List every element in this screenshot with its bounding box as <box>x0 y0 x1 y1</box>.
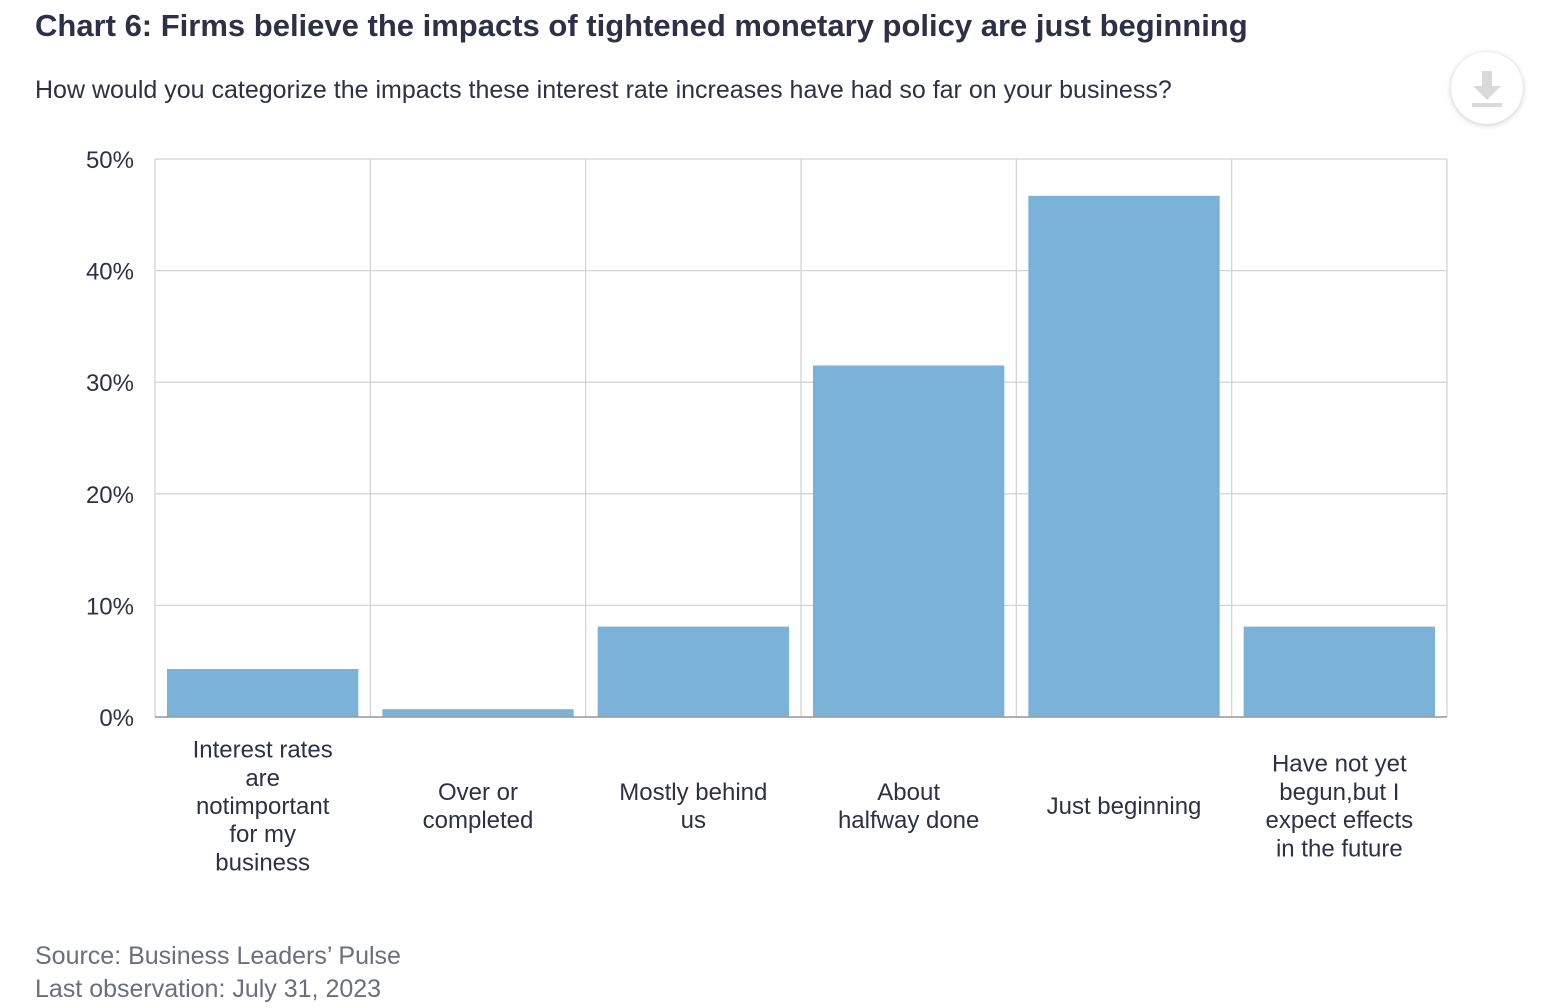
x-tick-label-line: halfway done <box>838 807 979 834</box>
chart-subtitle: How would you categorize the impacts the… <box>35 76 1172 104</box>
download-button[interactable] <box>1451 52 1523 124</box>
x-tick-label: Over or completed <box>423 779 534 834</box>
y-tick-label: 10% <box>86 593 134 620</box>
last-observation-note: Last observation: July 31, 2023 <box>35 975 382 1003</box>
y-tick-label: 50% <box>86 147 134 174</box>
x-tick-label-line: Over or <box>438 779 518 806</box>
x-tick-label-line: Just beginning <box>1047 793 1202 820</box>
x-tick-label: About halfway done <box>838 779 979 834</box>
x-tick-label-line: are <box>245 765 280 792</box>
bar-3 <box>813 365 1005 717</box>
x-tick-label-line: us <box>681 807 706 834</box>
x-tick-label-line: notimportant <box>196 793 330 820</box>
bar-4 <box>1028 195 1220 717</box>
y-tick-label: 20% <box>86 482 134 509</box>
chart-title: Chart 6: Firms believe the impacts of ti… <box>35 8 1248 43</box>
x-tick-label: Mostly behind us <box>619 779 767 834</box>
x-tick-label-line: completed <box>423 807 534 834</box>
x-tick-label-line: begun,but I <box>1279 779 1399 806</box>
x-tick-label: Just beginning <box>1047 793 1202 820</box>
x-tick-label-line: Interest rates <box>193 737 333 764</box>
y-tick-label: 30% <box>86 370 134 397</box>
download-icon <box>1472 71 1502 107</box>
x-tick-label-line: for my <box>229 821 296 848</box>
x-tick-label-line: About <box>877 779 940 806</box>
x-tick-label: Interest rates are notimportant for my busin… <box>193 737 333 877</box>
y-tick-label: 40% <box>86 259 134 286</box>
bar-2 <box>597 626 789 717</box>
x-tick-label-line: expect effects <box>1266 807 1414 834</box>
x-tick-label-line: business <box>215 849 310 876</box>
bar-1 <box>382 709 574 717</box>
chart-footer: Source: Business Leaders’ Pulse Last obs… <box>35 940 401 1006</box>
x-tick-label-line: Mostly behind <box>619 779 767 806</box>
source-note: Source: Business Leaders’ Pulse <box>35 942 401 970</box>
x-tick-label-line: Have not yet <box>1272 751 1407 778</box>
x-tick-label-line: in the future <box>1276 835 1403 862</box>
y-tick-label: 0% <box>99 705 134 732</box>
bar-5 <box>1243 626 1435 717</box>
bar-0 <box>167 669 359 717</box>
